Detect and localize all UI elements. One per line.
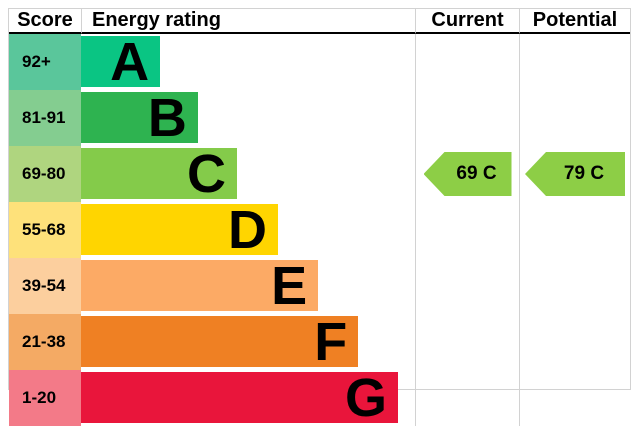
rating-letter-d: D <box>228 199 268 260</box>
potential-cell-d <box>519 202 630 258</box>
rating-bar-cell-c: C <box>81 146 415 202</box>
rating-bar-cell-a: A <box>81 34 415 90</box>
potential-arrow: 79 C <box>525 152 625 196</box>
current-cell-f <box>415 314 519 370</box>
epc-table: Score Energy rating Current Potential 92… <box>8 8 631 426</box>
current-arrow: 69 C <box>423 152 512 196</box>
score-cell-b: 81-91 <box>9 90 81 146</box>
potential-header: Potential <box>519 9 630 34</box>
rating-letter-a: A <box>110 31 150 92</box>
rating-bar-g: G <box>81 367 398 428</box>
score-cell-f: 21-38 <box>9 314 81 370</box>
potential-cell-c: 79 C <box>519 146 630 202</box>
rating-bar-e: E <box>81 255 319 316</box>
score-header: Score <box>9 9 81 34</box>
potential-cell-b <box>519 90 630 146</box>
rating-letter-e: E <box>271 255 308 316</box>
rating-bar-d: D <box>81 199 279 260</box>
current-cell-c: 69 C <box>415 146 519 202</box>
potential-cell-a <box>519 34 630 90</box>
current-cell-e <box>415 258 519 314</box>
rating-letter-b: B <box>147 87 187 148</box>
score-cell-d: 55-68 <box>9 202 81 258</box>
current-cell-a <box>415 34 519 90</box>
rating-bar-cell-d: D <box>81 202 415 258</box>
potential-cell-e <box>519 258 630 314</box>
rating-bar-a: A <box>81 31 161 92</box>
rating-bar-cell-g: G <box>81 370 415 426</box>
rating-bar-f: F <box>81 311 359 372</box>
current-header: Current <box>415 9 519 34</box>
score-cell-c: 69-80 <box>9 146 81 202</box>
rating-bar-cell-e: E <box>81 258 415 314</box>
energy-rating-header: Energy rating <box>81 9 415 34</box>
rating-bar-c: C <box>81 143 237 204</box>
rating-bar-b: B <box>81 87 198 148</box>
potential-cell-f <box>519 314 630 370</box>
rating-letter-g: G <box>344 367 387 428</box>
rating-letter-c: C <box>186 143 226 204</box>
current-cell-d <box>415 202 519 258</box>
potential-cell-g <box>519 370 630 426</box>
rating-letter-f: F <box>314 311 348 372</box>
current-cell-b <box>415 90 519 146</box>
score-cell-a: 92+ <box>9 34 81 90</box>
rating-bar-cell-f: F <box>81 314 415 370</box>
rating-bar-cell-b: B <box>81 90 415 146</box>
current-cell-g <box>415 370 519 426</box>
score-cell-g: 1-20 <box>9 370 81 426</box>
score-cell-e: 39-54 <box>9 258 81 314</box>
